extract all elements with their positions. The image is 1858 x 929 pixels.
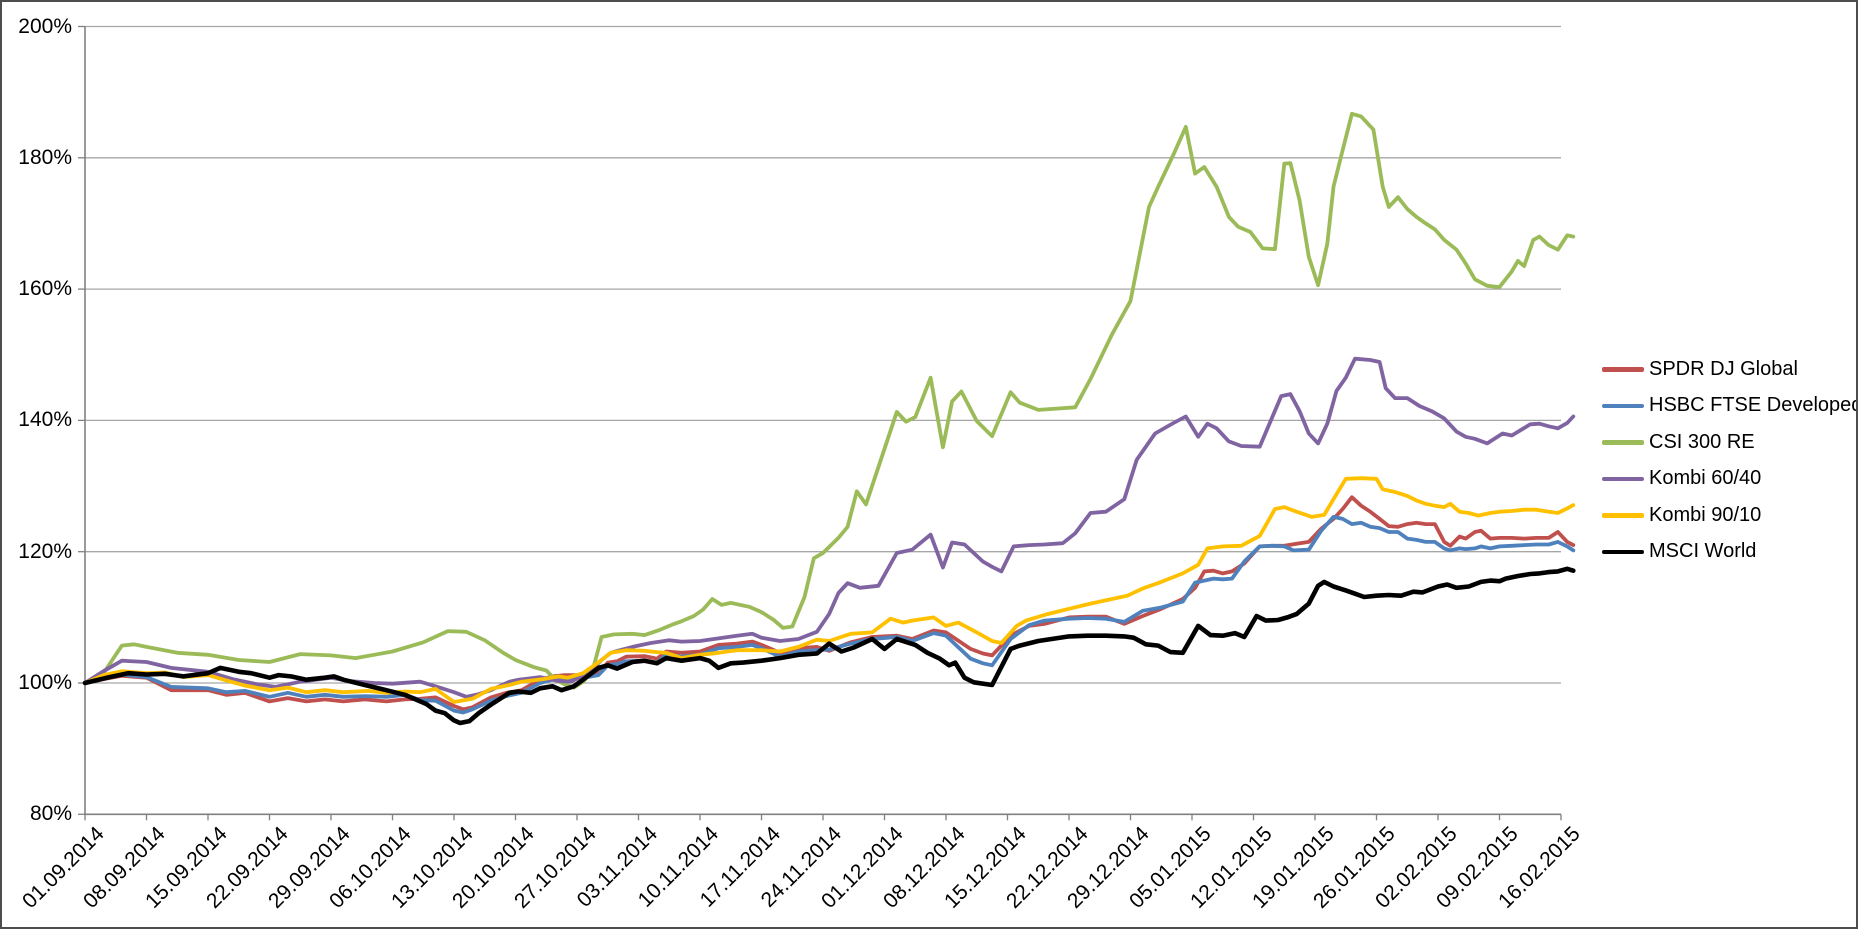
series-line-kombi-90-10	[83, 476, 1576, 704]
legend-swatch-spdr-dj-global	[1602, 367, 1644, 372]
legend-swatch-kombi-60-40	[1602, 476, 1644, 481]
y-axis-label-80: 80%	[29, 802, 72, 826]
legend-label: Kombi 90/10	[1649, 503, 1762, 526]
legend-item-kombi-60-40: Kombi 60/40	[1602, 461, 1858, 498]
y-axis-label-100: 100%	[18, 671, 72, 694]
legend-label: HSBC FTSE Developed	[1649, 394, 1858, 417]
legend-swatch-hsbc-ftse-developed	[1602, 403, 1644, 408]
legend-swatch-csi-300-re	[1602, 440, 1644, 445]
series-line-msci-world	[82, 566, 1576, 726]
y-axis-label-140: 140%	[18, 408, 72, 432]
legend-item-spdr-dj-global: SPDR DJ Global	[1602, 351, 1858, 388]
series-line-hsbc-ftse-developed	[83, 515, 1576, 715]
legend-swatch-msci-world	[1602, 549, 1644, 554]
series-line-spdr-dj-global	[83, 495, 1576, 712]
legend-item-csi-300-re: CSI 300 RE	[1602, 424, 1858, 461]
legend-label: Kombi 60/40	[1649, 467, 1762, 490]
chart-legend: SPDR DJ Global HSBC FTSE Developed CSI 300…	[1602, 351, 1858, 570]
series-line-csi-300-re	[83, 111, 1576, 690]
y-axis-label-120: 120%	[18, 539, 72, 563]
series-line-kombi-60-40	[83, 356, 1576, 699]
legend-label: CSI 300 RE	[1649, 430, 1755, 453]
legend-item-hsbc-ftse-developed: HSBC FTSE Developed	[1602, 388, 1858, 425]
legend-label: MSCI World	[1649, 540, 1757, 563]
legend-swatch-kombi-90-10	[1602, 513, 1644, 518]
legend-item-msci-world: MSCI World	[1602, 534, 1858, 571]
y-axis-label-160: 160%	[18, 277, 72, 301]
legend-item-kombi-90-10: Kombi 90/10	[1602, 497, 1858, 534]
y-axis-label-200: 200%	[18, 14, 72, 38]
legend-label: SPDR DJ Global	[1649, 357, 1798, 380]
y-axis-label-180: 180%	[18, 145, 72, 169]
